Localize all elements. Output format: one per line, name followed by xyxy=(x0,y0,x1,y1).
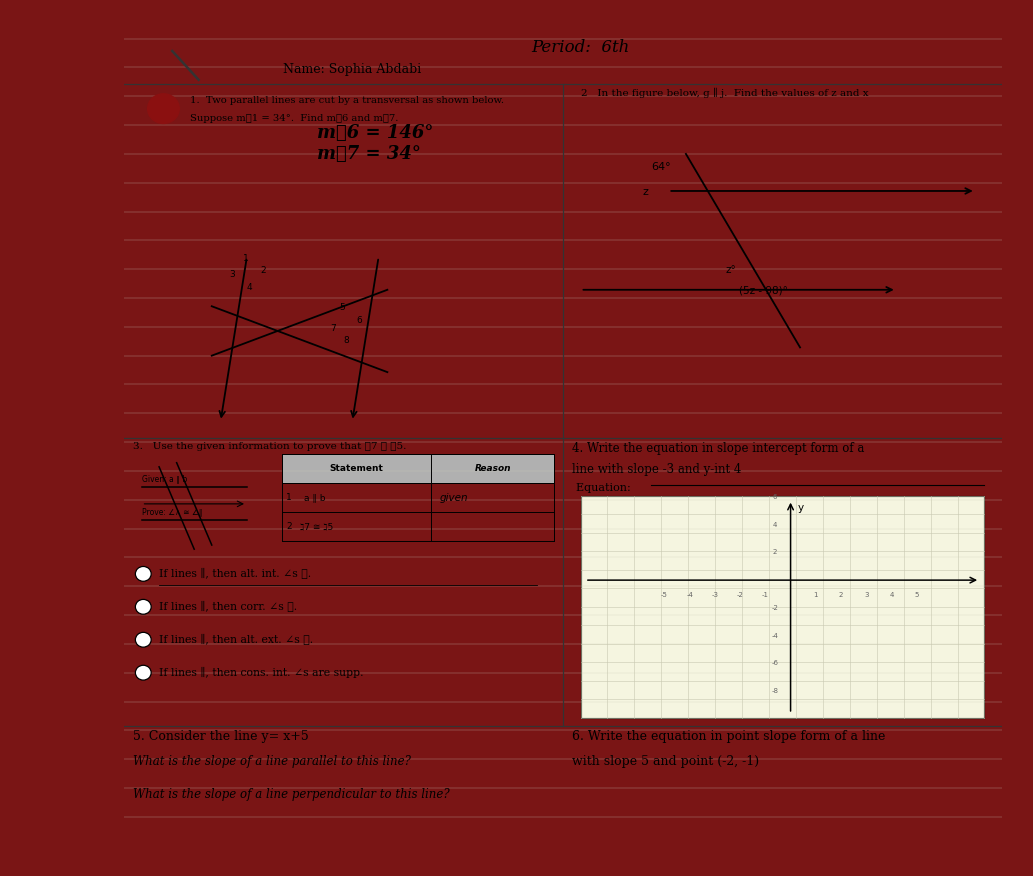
Text: mℓ6 = 146°: mℓ6 = 146° xyxy=(317,124,434,142)
Text: line with slope -3 and y-int 4: line with slope -3 and y-int 4 xyxy=(572,463,741,476)
Text: 3: 3 xyxy=(864,592,869,598)
Circle shape xyxy=(148,94,180,124)
Text: 2: 2 xyxy=(773,549,777,555)
Text: 1.  Two parallel lines are cut by a transversal as shown below.: 1. Two parallel lines are cut by a trans… xyxy=(190,95,504,105)
Text: 2: 2 xyxy=(286,522,292,531)
Text: -2: -2 xyxy=(772,605,778,611)
Text: z: z xyxy=(643,187,648,197)
Text: 6: 6 xyxy=(356,315,363,325)
Text: 64°: 64° xyxy=(651,162,670,173)
Text: Given: a ∥ b: Given: a ∥ b xyxy=(142,474,187,483)
Text: 3.   Use the given information to prove that ℷ7 ≅ ℷ5.: 3. Use the given information to prove th… xyxy=(132,442,406,451)
Text: Reason: Reason xyxy=(474,464,511,473)
Circle shape xyxy=(135,567,151,582)
Text: Name: Sophia Abdabi: Name: Sophia Abdabi xyxy=(283,63,421,76)
Text: 1: 1 xyxy=(814,592,818,598)
Text: -2: -2 xyxy=(737,592,744,598)
Text: -8: -8 xyxy=(772,689,778,695)
Text: 2   In the figure below, g ∥ j.  Find the values of z and x: 2 In the figure below, g ∥ j. Find the v… xyxy=(581,88,868,98)
Text: If lines ∥, then corr. ∠s ≅.: If lines ∥, then corr. ∠s ≅. xyxy=(159,601,298,612)
Text: 8: 8 xyxy=(343,336,349,345)
Text: (5z - 98)°: (5z - 98)° xyxy=(739,286,787,296)
Text: 2: 2 xyxy=(260,266,265,275)
Text: 4: 4 xyxy=(773,521,777,527)
Text: What is the slope of a line parallel to this line?: What is the slope of a line parallel to … xyxy=(132,755,410,768)
Text: 2: 2 xyxy=(839,592,843,598)
Text: -6: -6 xyxy=(772,661,778,667)
Text: Statement: Statement xyxy=(330,464,383,473)
Circle shape xyxy=(135,599,151,614)
Text: a ∥ b: a ∥ b xyxy=(304,493,325,502)
Text: 7: 7 xyxy=(331,324,336,333)
Text: If lines ∥, then cons. int. ∠s are supp.: If lines ∥, then cons. int. ∠s are supp. xyxy=(159,668,364,678)
Text: y: y xyxy=(797,503,804,513)
Text: 6: 6 xyxy=(773,494,777,499)
Text: mℓ7 = 34°: mℓ7 = 34° xyxy=(317,145,421,163)
Text: Suppose mℓ1 = 34°.  Find mℓ6 and mℓ7.: Suppose mℓ1 = 34°. Find mℓ6 and mℓ7. xyxy=(190,114,398,123)
Text: 5: 5 xyxy=(339,303,345,313)
Text: If lines ∥, then alt. int. ∠s ≅.: If lines ∥, then alt. int. ∠s ≅. xyxy=(159,569,311,579)
Text: -4: -4 xyxy=(686,592,693,598)
Text: 5: 5 xyxy=(914,592,919,598)
Text: -5: -5 xyxy=(661,592,667,598)
Text: 6. Write the equation in point slope form of a line: 6. Write the equation in point slope for… xyxy=(572,731,885,744)
Text: ℷ7 ≅ ℷ5: ℷ7 ≅ ℷ5 xyxy=(300,522,333,531)
Text: 4: 4 xyxy=(889,592,894,598)
FancyBboxPatch shape xyxy=(581,496,984,718)
Text: 1: 1 xyxy=(243,254,248,263)
Text: with slope 5 and point (-2, -1): with slope 5 and point (-2, -1) xyxy=(572,755,759,768)
Text: Period:  6th: Period: 6th xyxy=(531,39,630,56)
Circle shape xyxy=(135,632,151,647)
Circle shape xyxy=(135,665,151,680)
Text: 1: 1 xyxy=(286,493,292,502)
Text: z°: z° xyxy=(725,265,737,275)
Text: Prove: ∠∧ ≅ ∠∥: Prove: ∠∧ ≅ ∠∥ xyxy=(142,506,202,516)
Text: 5. Consider the line y= x+5: 5. Consider the line y= x+5 xyxy=(132,731,309,744)
Text: -1: -1 xyxy=(761,592,769,598)
FancyBboxPatch shape xyxy=(282,455,555,484)
Text: If lines ∥, then alt. ext. ∠s ≅.: If lines ∥, then alt. ext. ∠s ≅. xyxy=(159,634,313,646)
Text: -3: -3 xyxy=(712,592,718,598)
Text: 4. Write the equation in slope intercept form of a: 4. Write the equation in slope intercept… xyxy=(572,442,865,456)
Text: 4: 4 xyxy=(247,283,252,292)
Text: 3: 3 xyxy=(229,271,236,279)
Text: What is the slope of a line perpendicular to this line?: What is the slope of a line perpendicula… xyxy=(132,788,449,801)
Text: Equation:: Equation: xyxy=(576,484,634,493)
Text: -4: -4 xyxy=(772,632,778,639)
Text: given: given xyxy=(440,492,469,503)
